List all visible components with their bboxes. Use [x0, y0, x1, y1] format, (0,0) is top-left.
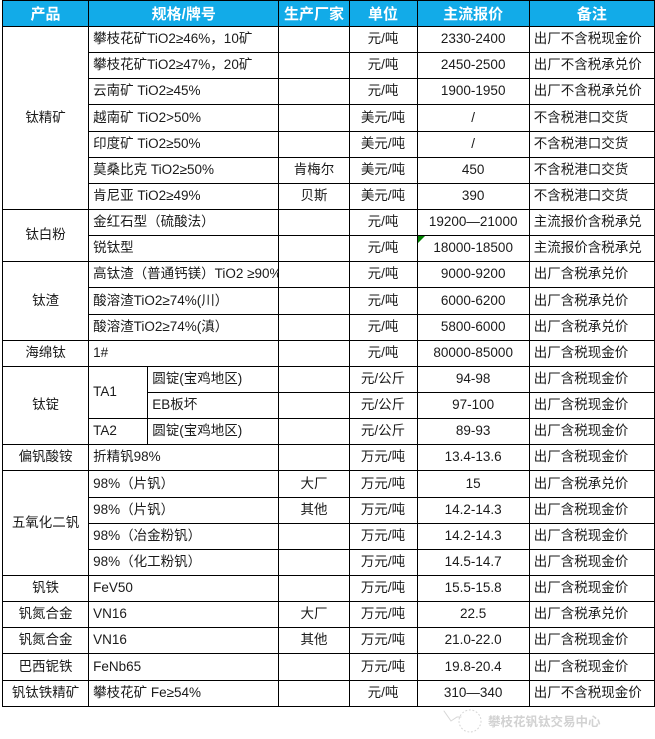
svg-text:攀枝花钒钛交易中心: 攀枝花钒钛交易中心	[488, 711, 601, 730]
